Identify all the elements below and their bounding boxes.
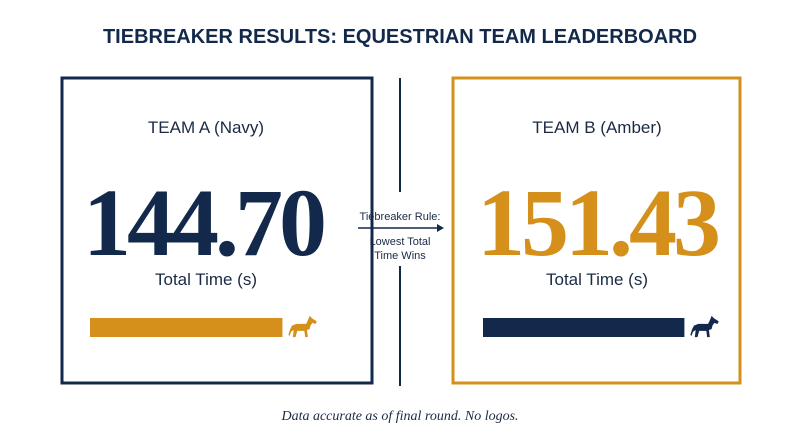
- team-name: TEAM A (Navy): [148, 118, 264, 137]
- team-name: TEAM B (Amber): [532, 118, 661, 137]
- rule-text: Time Wins: [374, 250, 426, 262]
- time-label: Total Time (s): [155, 270, 257, 289]
- title: TIEBREAKER RESULTS: EQUESTRIAN TEAM LEAD…: [103, 26, 697, 48]
- team-b-card: [451, 76, 742, 385]
- footer: Data accurate as of final round. No logo…: [280, 409, 518, 424]
- team-time: 144.70: [83, 169, 324, 276]
- horse-icon: [690, 315, 719, 338]
- arrow-head: [437, 224, 444, 232]
- team-a-card: [60, 76, 374, 385]
- time-bar: [483, 318, 685, 337]
- rule-text: Lowest Total: [370, 236, 431, 248]
- rule-heading: Tiebreaker Rule:: [360, 211, 441, 223]
- time-label: Total Time (s): [546, 270, 648, 289]
- time-bar: [90, 318, 283, 337]
- horse-icon: [288, 315, 317, 338]
- team-time: 151.43: [477, 169, 718, 276]
